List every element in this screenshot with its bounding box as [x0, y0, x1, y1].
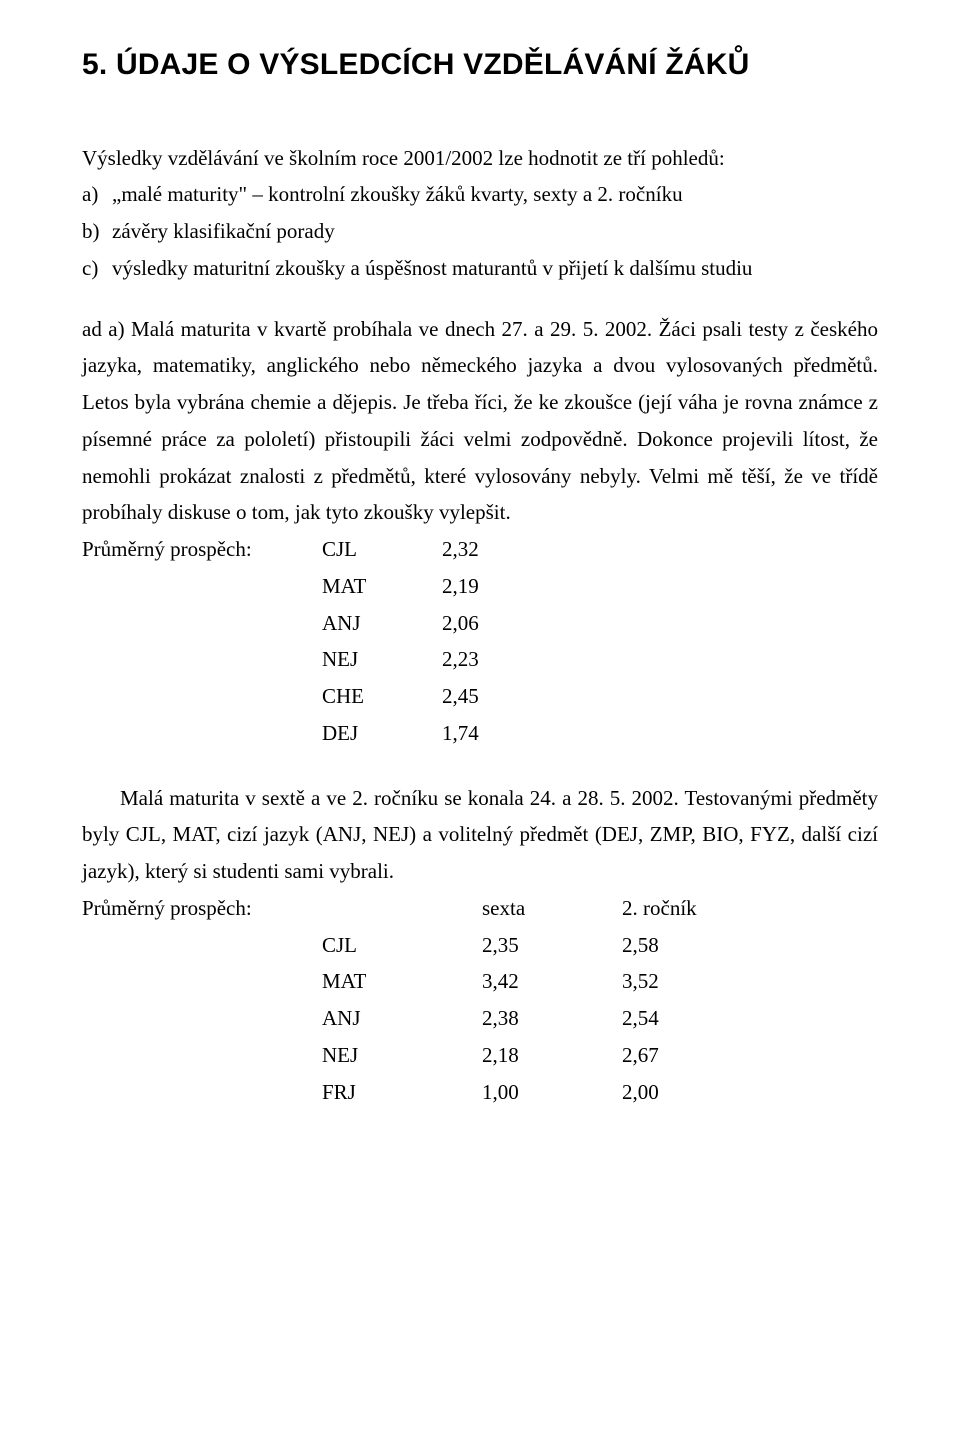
list-marker-a: a)	[82, 176, 112, 213]
cell-value: 1,74	[442, 715, 522, 752]
table-row: ANJ 2,06	[82, 605, 878, 642]
cell-subject: NEJ	[322, 641, 442, 678]
avg-grades-kvarta: Průměrný prospěch: CJL 2,32 MAT 2,19 ANJ…	[82, 531, 878, 752]
cell-value: 3,52	[622, 963, 742, 1000]
cell-subject: ANJ	[322, 605, 442, 642]
cell-value: 2,00	[622, 1074, 742, 1111]
cell-value: 3,42	[482, 963, 622, 1000]
cell-value: 2,32	[442, 531, 522, 568]
cell-subject: ANJ	[322, 1000, 482, 1037]
list-text-b: závěry klasifikační porady	[112, 213, 335, 250]
viewpoints-list: a) „malé maturity" – kontrolní zkoušky ž…	[82, 176, 878, 286]
table-row: CJL 2,35 2,58	[82, 927, 878, 964]
list-item: c) výsledky maturitní zkoušky a úspěšnos…	[82, 250, 878, 287]
col-head-2rocnik: 2. ročník	[622, 890, 742, 927]
cell-subject: MAT	[322, 568, 442, 605]
table-row: MAT 2,19	[82, 568, 878, 605]
col-head-sexta: sexta	[482, 890, 622, 927]
table-row: DEJ 1,74	[82, 715, 878, 752]
cell-value: 2,54	[622, 1000, 742, 1037]
paragraph-ad-a: ad a) Malá maturita v kvartě probíhala v…	[82, 311, 878, 532]
cell-value: 2,06	[442, 605, 522, 642]
cell-value: 2,58	[622, 927, 742, 964]
table-row: Průměrný prospěch: CJL 2,32	[82, 531, 878, 568]
table-row: Průměrný prospěch: sexta 2. ročník	[82, 890, 878, 927]
list-marker-b: b)	[82, 213, 112, 250]
cell-value: 2,38	[482, 1000, 622, 1037]
table-row: MAT 3,42 3,52	[82, 963, 878, 1000]
cell-value: 2,45	[442, 678, 522, 715]
avg-grades-sexta: Průměrný prospěch: sexta 2. ročník CJL 2…	[82, 890, 878, 1111]
cell-value: 1,00	[482, 1074, 622, 1111]
paragraph-sexta: Malá maturita v sextě a ve 2. ročníku se…	[82, 780, 878, 890]
table-row: FRJ 1,00 2,00	[82, 1074, 878, 1111]
list-item: b) závěry klasifikační porady	[82, 213, 878, 250]
table-label: Průměrný prospěch:	[82, 531, 322, 568]
cell-subject: CHE	[322, 678, 442, 715]
table-row: NEJ 2,23	[82, 641, 878, 678]
cell-value: 2,18	[482, 1037, 622, 1074]
table-row: ANJ 2,38 2,54	[82, 1000, 878, 1037]
list-text-a: „malé maturity" – kontrolní zkoušky žáků…	[112, 176, 683, 213]
cell-subject: CJL	[322, 531, 442, 568]
cell-value: 2,67	[622, 1037, 742, 1074]
table-row: NEJ 2,18 2,67	[82, 1037, 878, 1074]
list-marker-c: c)	[82, 250, 112, 287]
list-text-c: výsledky maturitní zkoušky a úspěšnost m…	[112, 250, 752, 287]
cell-value: 2,35	[482, 927, 622, 964]
section-heading: 5. ÚDAJE O VÝSLEDCÍCH VZDĚLÁVÁNÍ ŽÁKŮ	[82, 46, 878, 84]
cell-subject: MAT	[322, 963, 482, 1000]
cell-subject: NEJ	[322, 1037, 482, 1074]
cell-subject: FRJ	[322, 1074, 482, 1111]
table-label: Průměrný prospěch:	[82, 890, 322, 927]
list-item: a) „malé maturity" – kontrolní zkoušky ž…	[82, 176, 878, 213]
cell-value: 2,23	[442, 641, 522, 678]
cell-subject: CJL	[322, 927, 482, 964]
cell-value: 2,19	[442, 568, 522, 605]
table-row: CHE 2,45	[82, 678, 878, 715]
intro-paragraph: Výsledky vzdělávání ve školním roce 2001…	[82, 140, 878, 177]
cell-subject: DEJ	[322, 715, 442, 752]
